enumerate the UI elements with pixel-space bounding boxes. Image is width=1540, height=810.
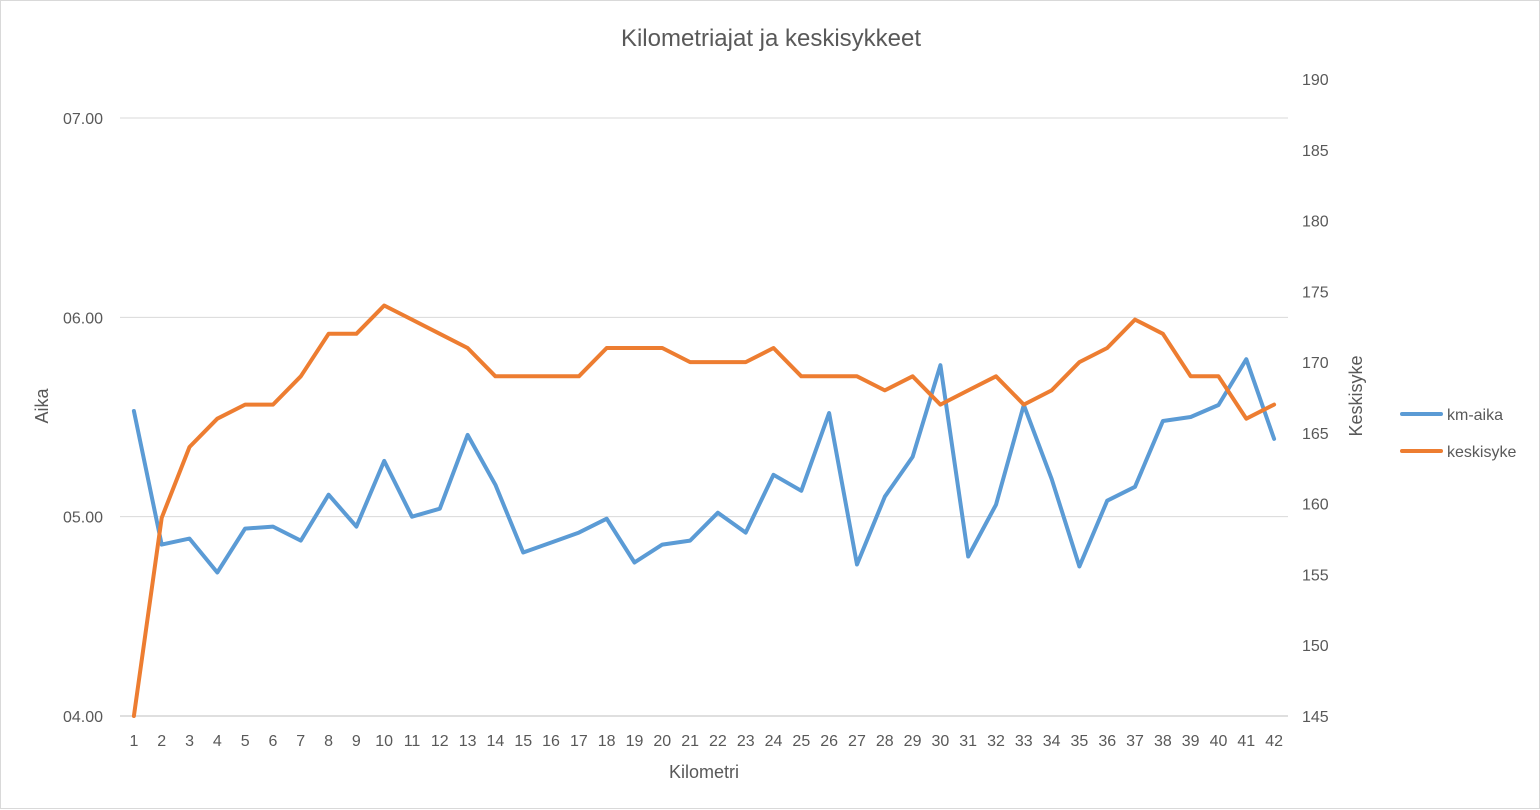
x-tick-label: 11 — [404, 733, 421, 750]
x-tick-label: 18 — [598, 733, 616, 750]
x-tick-label: 19 — [626, 733, 644, 750]
x-tick-label: 29 — [904, 733, 922, 750]
right-axis-ticks: 145 150 155 160 165 170 175 180 185 190 — [1302, 72, 1329, 726]
x-tick-label: 26 — [820, 733, 838, 750]
legend-label: keskisyke — [1447, 444, 1516, 461]
left-tick-label: 06.00 — [63, 310, 103, 327]
x-tick-label: 23 — [737, 733, 755, 750]
x-tick-label: 27 — [848, 733, 866, 750]
x-tick-label: 15 — [514, 733, 532, 750]
x-tick-label: 6 — [268, 733, 277, 750]
x-tick-label: 25 — [792, 733, 810, 750]
x-tick-label: 21 — [681, 733, 699, 750]
x-tick-label: 36 — [1098, 733, 1116, 750]
x-tick-label: 20 — [653, 733, 671, 750]
x-tick-label: 4 — [213, 733, 222, 750]
right-tick-label: 165 — [1302, 426, 1329, 443]
x-tick-label: 35 — [1071, 733, 1089, 750]
x-tick-label: 41 — [1237, 733, 1255, 750]
x-tick-label: 1 — [129, 733, 138, 750]
left-tick-label: 05.00 — [63, 510, 103, 527]
x-tick-label: 2 — [157, 733, 166, 750]
x-tick-label: 39 — [1182, 733, 1200, 750]
x-tick-label: 9 — [352, 733, 361, 750]
x-tick-label: 8 — [324, 733, 333, 750]
right-tick-label: 180 — [1302, 214, 1329, 231]
right-tick-label: 190 — [1302, 72, 1329, 89]
right-tick-label: 150 — [1302, 638, 1329, 655]
right-tick-label: 175 — [1302, 284, 1329, 301]
x-tick-label: 30 — [931, 733, 949, 750]
x-tick-label: 14 — [487, 733, 505, 750]
x-tick-label: 24 — [765, 733, 783, 750]
x-tick-label: 38 — [1154, 733, 1172, 750]
x-tick-label: 37 — [1126, 733, 1144, 750]
x-axis-ticks: 1 2 3 4 5 6 7 8 9 10 11 12 13 14 15 16 17 18 19 20 21 22 23 24 2… — [129, 733, 1283, 750]
series-line-keskisyke — [131, 303, 1277, 718]
x-tick-label: 3 — [185, 733, 194, 750]
left-tick-label: 04.00 — [63, 709, 103, 726]
gridlines — [120, 117, 1288, 717]
x-tick-label: 42 — [1265, 733, 1283, 750]
right-tick-label: 155 — [1302, 567, 1329, 584]
chart-title: Kilometriajat ja keskisykkeet — [621, 25, 921, 52]
x-tick-label: 7 — [296, 733, 305, 750]
x-tick-label: 10 — [375, 733, 393, 750]
x-tick-label: 40 — [1210, 733, 1228, 750]
left-tick-label: 07.00 — [63, 111, 103, 128]
x-tick-label: 34 — [1043, 733, 1061, 750]
x-tick-label: 5 — [241, 733, 250, 750]
x-tick-label: 16 — [542, 733, 560, 750]
right-axis-title: Keskisyke — [1346, 355, 1366, 436]
x-tick-label: 28 — [876, 733, 894, 750]
x-tick-label: 17 — [570, 733, 588, 750]
x-tick-label: 12 — [431, 733, 449, 750]
legend: km-aika keskisyke — [1400, 407, 1516, 461]
series-lines — [131, 303, 1277, 718]
x-tick-label: 32 — [987, 733, 1005, 750]
right-tick-label: 145 — [1302, 709, 1329, 726]
x-axis-title: Kilometri — [669, 762, 739, 782]
left-axis-ticks: 04.00 05.00 06.00 07.00 — [63, 111, 103, 726]
x-tick-label: 13 — [459, 733, 477, 750]
x-tick-label: 22 — [709, 733, 727, 750]
legend-label: km-aika — [1447, 407, 1503, 424]
right-tick-label: 160 — [1302, 497, 1329, 514]
x-tick-label: 31 — [959, 733, 977, 750]
left-axis-title: Aika — [32, 388, 52, 424]
right-tick-label: 185 — [1302, 143, 1329, 160]
series-line-km-aika — [131, 357, 1277, 575]
x-tick-label: 33 — [1015, 733, 1033, 750]
right-tick-label: 170 — [1302, 355, 1329, 372]
